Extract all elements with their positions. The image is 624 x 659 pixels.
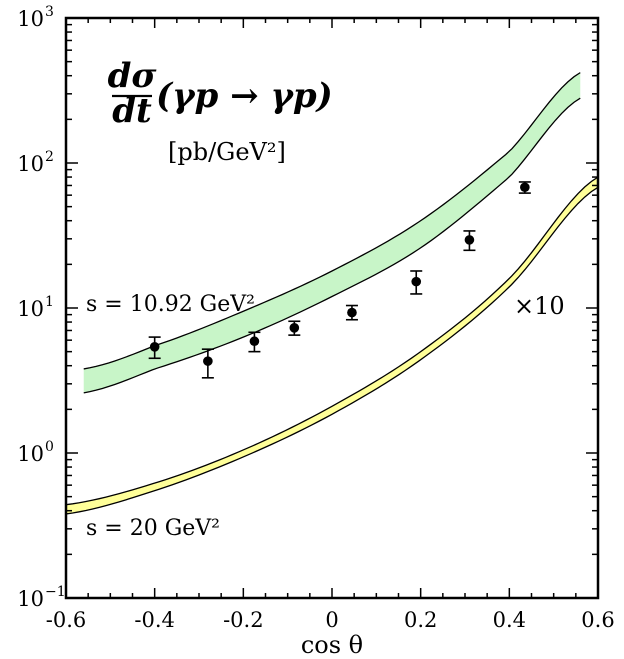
band-lower-edge-1	[65, 186, 599, 515]
x-tick-label: 0.4	[493, 608, 526, 632]
title-denominator: dt	[112, 91, 152, 131]
data-marker	[464, 235, 475, 245]
x-tick-label: -0.4	[134, 608, 175, 632]
data-point	[148, 336, 161, 360]
data-marker	[520, 182, 530, 193]
title-units: [pb/GeV²]	[168, 138, 286, 166]
x-axis-label: cos θ	[301, 631, 363, 659]
y-tick-label-exponent: −1	[45, 584, 66, 600]
title-process: (γp → γp)	[156, 76, 333, 116]
y-tick-label: 10	[17, 442, 44, 466]
data-point	[288, 320, 301, 336]
data-point	[248, 331, 261, 353]
data-marker	[249, 336, 260, 347]
data-marker	[411, 276, 422, 287]
data-point	[463, 230, 476, 252]
data-points-layer	[148, 181, 531, 379]
x-tick-label: 0.2	[404, 608, 437, 632]
data-marker	[149, 342, 160, 352]
y-tick-label-exponent: 2	[45, 149, 54, 165]
scale-factor-label: ×10	[514, 292, 565, 320]
band-upper-edge-1	[65, 176, 599, 506]
y-tick-label-exponent: 1	[45, 294, 54, 310]
ticks-layer	[65, 18, 599, 599]
y-tick-label: 10	[17, 297, 44, 321]
x-tick-label: 0	[325, 608, 338, 632]
data-point	[201, 348, 214, 379]
data-point	[410, 270, 423, 295]
band-fill-1	[66, 177, 598, 514]
data-marker	[203, 356, 213, 366]
title-numerator: dσ	[108, 56, 158, 96]
x-tick-label: -0.2	[223, 608, 264, 632]
band-label-s-10-92: s = 10.92 GeV²	[86, 292, 255, 317]
x-tick-labels: -0.6 -0.4 -0.2 0 0.2 0.4 0.6	[46, 608, 615, 632]
x-tick-label: 0.6	[581, 608, 614, 632]
data-marker	[347, 307, 357, 318]
y-tick-label-exponent: 3	[45, 4, 54, 20]
band-lower-edge-0	[83, 97, 581, 394]
data-marker	[289, 323, 300, 333]
y-tick-label: 10	[17, 7, 44, 31]
band-upper-edge-0	[83, 72, 581, 370]
data-point	[518, 181, 531, 194]
y-tick-label: 10	[17, 152, 44, 176]
bands-layer	[65, 72, 599, 515]
data-point	[345, 304, 358, 321]
x-tick-label: -0.6	[46, 608, 87, 632]
band-fill-0	[83, 72, 581, 393]
y-tick-label-exponent: 0	[45, 439, 54, 455]
y-tick-label: 10	[17, 587, 44, 611]
band-label-s-20: s = 20 GeV²	[86, 516, 220, 541]
